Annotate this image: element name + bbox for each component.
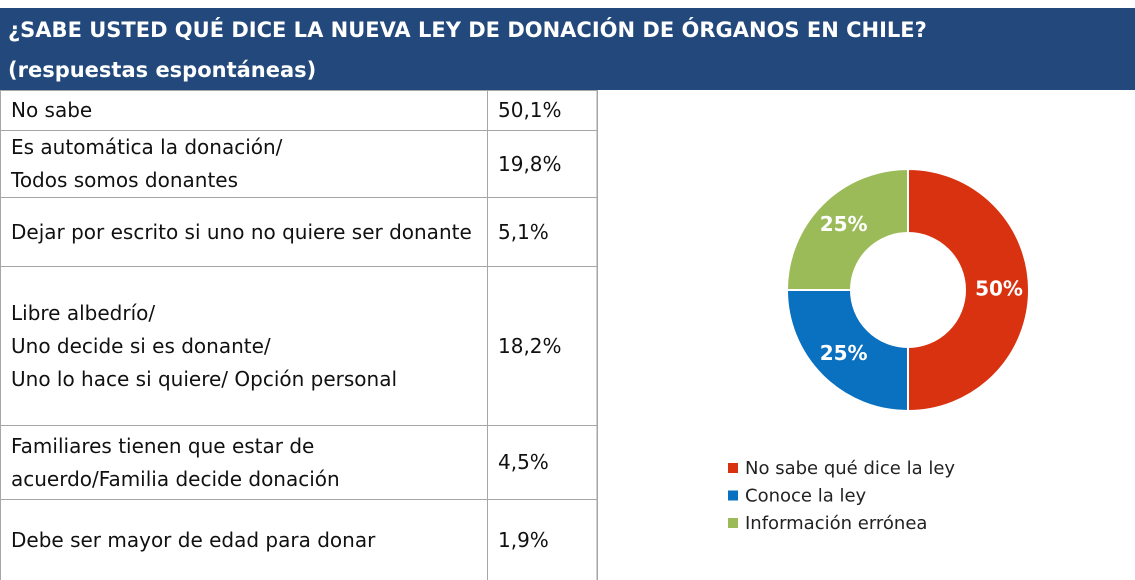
data-label: 25%: [820, 212, 868, 236]
slice: [785, 167, 909, 291]
legend-swatch: [728, 518, 738, 528]
data-label: 25%: [820, 341, 868, 365]
label-cell: Dejar por escrito si uno no quiere ser d…: [0, 197, 488, 267]
slice: [785, 289, 909, 413]
data-label: 50%: [975, 277, 1023, 301]
title: ¿SABE USTED QUÉ DICE LA NUEVA LEY DE DON…: [8, 18, 927, 42]
legend-swatch: [728, 463, 738, 473]
legend-label: No sabe qué dice la ley: [745, 458, 955, 479]
legend-swatch: [728, 490, 738, 501]
legend-label: Información errónea: [745, 513, 927, 534]
legend-label: Conoce la ley: [745, 486, 867, 507]
value-cell: 50,1%: [487, 90, 598, 131]
slice: [907, 167, 1030, 413]
subtitle: (respuestas espontáneas): [8, 58, 317, 82]
header: ¿SABE USTED QUÉ DICE LA NUEVA LEY DE DON…: [0, 8, 1135, 90]
